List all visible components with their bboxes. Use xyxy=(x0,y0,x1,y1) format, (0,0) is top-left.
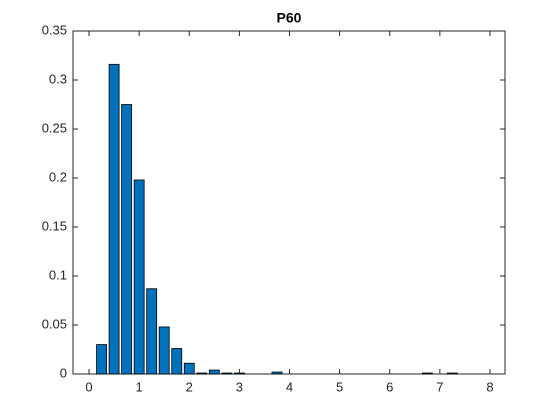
x-tick-label: 3 xyxy=(236,379,243,394)
y-tick-label: 0.05 xyxy=(42,316,67,331)
bar xyxy=(221,372,233,375)
y-tick-label: 0.1 xyxy=(49,267,67,282)
x-tick-label: 1 xyxy=(136,379,143,394)
bar xyxy=(146,288,158,375)
bar xyxy=(208,369,220,375)
y-tick-label: 0.25 xyxy=(42,120,67,135)
x-tick-label: 4 xyxy=(286,379,293,394)
bar xyxy=(271,371,283,375)
bar xyxy=(108,63,120,375)
y-tick-label: 0 xyxy=(60,365,67,380)
x-tick-label: 0 xyxy=(85,379,92,394)
bar xyxy=(421,372,433,375)
plot-box xyxy=(72,30,506,375)
bar xyxy=(158,326,170,375)
bar xyxy=(233,372,245,375)
bar xyxy=(446,372,458,375)
x-tick-label: 2 xyxy=(186,379,193,394)
y-tick-label: 0.35 xyxy=(42,22,67,37)
x-tick-label: 5 xyxy=(336,379,343,394)
bar xyxy=(196,372,208,375)
x-tick-label: 8 xyxy=(486,379,493,394)
y-tick-label: 0.2 xyxy=(49,169,67,184)
bar xyxy=(183,362,195,375)
bar xyxy=(121,104,133,375)
x-tick-label: 7 xyxy=(436,379,443,394)
bar xyxy=(171,348,183,375)
bar xyxy=(133,179,145,375)
bar xyxy=(96,344,107,375)
y-tick-label: 0.15 xyxy=(42,218,67,233)
y-tick-label: 0.3 xyxy=(49,71,67,86)
x-tick-label: 6 xyxy=(386,379,393,394)
chart-title: P60 xyxy=(277,10,302,26)
